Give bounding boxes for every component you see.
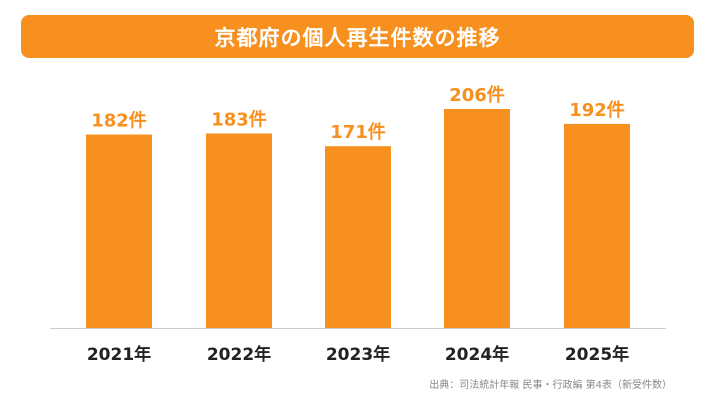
chart-title: 京都府の個人再生件数の推移 [214, 25, 501, 50]
source-note: 出典：司法統計年報 民事・行政編 第4表（新受件数） [429, 380, 672, 391]
x-tick-label-2: 2022年 [207, 344, 271, 365]
data-label-5: 192件 [569, 99, 625, 121]
x-tick-label-1: 2021年 [87, 344, 151, 365]
x-tick-label-3: 2023年 [326, 344, 390, 365]
chart-title-bar: 京都府の個人再生件数の推移 [21, 15, 694, 58]
bar-3 [325, 146, 391, 328]
bar-4 [444, 109, 510, 328]
data-label-1: 182件 [91, 110, 147, 132]
data-label-3: 171件 [330, 121, 386, 143]
bar-2 [206, 133, 272, 328]
x-tick-label-5: 2025年 [565, 344, 629, 365]
data-label-2: 183件 [211, 108, 267, 130]
bar-1 [86, 134, 152, 328]
bar-5 [564, 123, 630, 329]
data-label-4: 206件 [449, 84, 505, 106]
x-tick-label-4: 2024年 [445, 344, 509, 365]
